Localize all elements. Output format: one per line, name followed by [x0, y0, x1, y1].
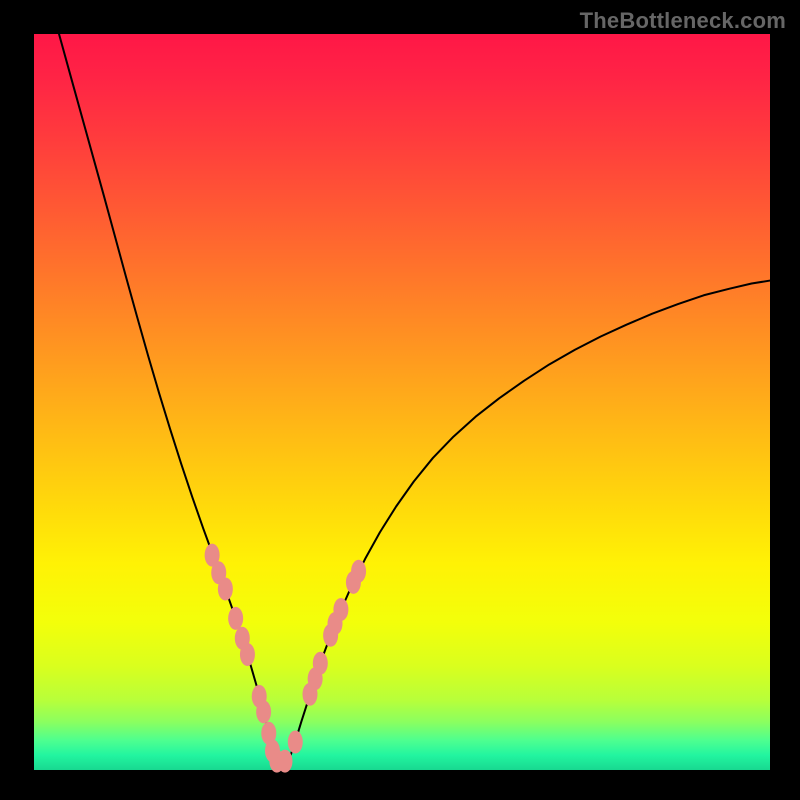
watermark-text: TheBottleneck.com [580, 8, 786, 34]
chart-panel [34, 34, 770, 770]
